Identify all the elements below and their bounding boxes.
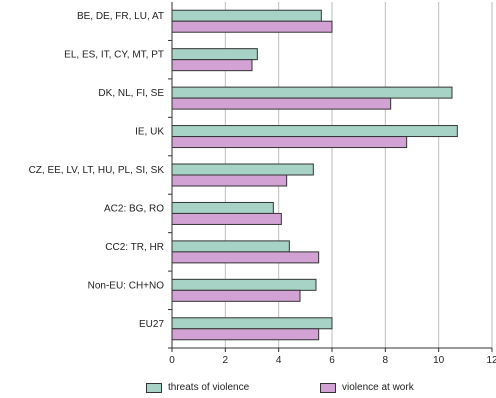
category-labels: BE, DE, FR, LU, AT EL, ES, IT, CY, MT, PT… bbox=[29, 11, 165, 330]
bar-threats-3 bbox=[171, 125, 458, 138]
x-tick-label: 10 bbox=[433, 355, 445, 366]
bar-violence-7 bbox=[171, 289, 301, 302]
bar-threats-0 bbox=[171, 9, 322, 22]
bar-chart: BE, DE, FR, LU, AT EL, ES, IT, CY, MT, PT… bbox=[29, 2, 496, 366]
category-label: IE, UK bbox=[135, 127, 164, 138]
x-tick-labels: 0 2 4 6 8 10 12 bbox=[169, 355, 496, 366]
bar-threats-8 bbox=[171, 317, 333, 330]
bar-violence-1 bbox=[171, 59, 253, 72]
category-label: DK, NL, FI, SE bbox=[98, 88, 164, 99]
legend: threats of violence violence at work bbox=[0, 380, 496, 398]
category-label: EL, ES, IT, CY, MT, PT bbox=[64, 50, 164, 61]
legend-item-threats: threats of violence bbox=[146, 382, 249, 393]
bar-violence-0 bbox=[171, 20, 333, 33]
bar-threats-4 bbox=[171, 163, 314, 176]
x-tick-label: 4 bbox=[276, 355, 282, 366]
x-tick-label: 6 bbox=[329, 355, 335, 366]
bar-violence-6 bbox=[171, 251, 320, 264]
axes bbox=[168, 2, 493, 352]
bar-threats-1 bbox=[171, 48, 258, 61]
x-tick-label: 12 bbox=[486, 355, 496, 366]
bar-violence-4 bbox=[171, 174, 288, 187]
bar-violence-8 bbox=[171, 328, 320, 341]
bar-violence-2 bbox=[171, 97, 392, 110]
category-label: BE, DE, FR, LU, AT bbox=[77, 11, 164, 22]
legend-item-violence: violence at work bbox=[320, 382, 414, 393]
category-label: Non-EU: CH+NO bbox=[88, 280, 165, 291]
legend-label-threats: threats of violence bbox=[168, 382, 250, 393]
bars bbox=[171, 9, 458, 341]
bar-violence-3 bbox=[171, 136, 408, 149]
x-tick-label: 8 bbox=[383, 355, 389, 366]
category-label: CC2: TR, HR bbox=[105, 242, 164, 253]
legend-swatch-threats bbox=[146, 382, 162, 393]
bar-violence-5 bbox=[171, 212, 282, 225]
category-label: CZ, EE, LV, LT, HU, PL, SI, SK bbox=[29, 165, 165, 176]
x-tick-label: 0 bbox=[169, 355, 175, 366]
bar-threats-2 bbox=[171, 86, 453, 99]
x-tick-label: 2 bbox=[223, 355, 229, 366]
category-label: EU27 bbox=[139, 319, 164, 330]
category-label: AC2: BG, RO bbox=[104, 203, 164, 214]
bar-threats-5 bbox=[171, 201, 274, 214]
legend-swatch-violence bbox=[320, 382, 336, 393]
bar-threats-6 bbox=[171, 240, 290, 253]
legend-label-violence: violence at work bbox=[342, 382, 414, 393]
bar-threats-7 bbox=[171, 278, 317, 291]
